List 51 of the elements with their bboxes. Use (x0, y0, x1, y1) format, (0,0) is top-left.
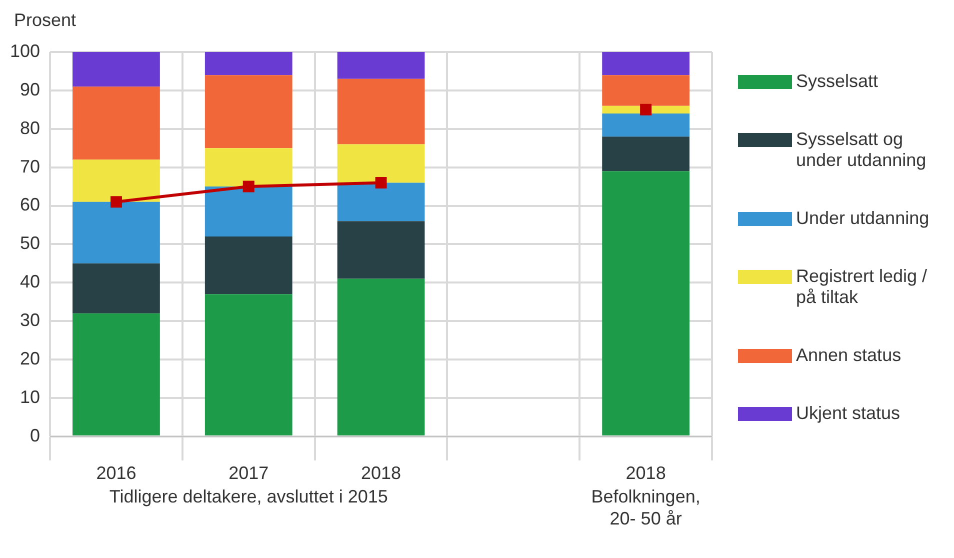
legend-label: Registrert ledig / på tiltak (796, 266, 928, 308)
point (375, 176, 387, 188)
bar (72, 52, 160, 87)
legend-label: Sysselsatt (796, 70, 878, 92)
bar (602, 75, 690, 106)
bar (602, 136, 690, 172)
bar (204, 294, 292, 436)
y-tick-label: 20 (20, 348, 40, 368)
y-tick-label: 30 (20, 310, 40, 330)
bar (204, 52, 292, 76)
legend-label: Annen status (796, 344, 902, 366)
bar (337, 78, 425, 144)
bar (72, 263, 160, 314)
y-tick-label: 60 (20, 194, 40, 215)
x-tick-label: 2018 (360, 463, 402, 484)
y-tick-label: 10 (20, 386, 40, 407)
bar (337, 278, 425, 436)
bar (204, 236, 292, 294)
y-tick-label: 40 (20, 272, 40, 292)
bar (204, 148, 292, 187)
bar (602, 114, 690, 137)
bar (602, 52, 690, 76)
point (640, 104, 652, 116)
y-tick-label: 100 (10, 40, 40, 61)
bar (602, 171, 690, 436)
text: Befolkningen, 20- 50 år (591, 486, 700, 528)
x-tick-label: 2018 (626, 463, 666, 484)
bar (72, 86, 160, 160)
bar (72, 160, 160, 202)
legend-label: Sysselsatt og under utdanning (796, 128, 928, 170)
text: Tidligere deltakere, avsluttet i 2015 (109, 486, 388, 506)
y-tick-label: 0 (30, 425, 40, 446)
legend-label: Under utdanning (796, 208, 930, 228)
y-tick-label: 90 (20, 79, 40, 100)
bar (72, 313, 160, 436)
y-axis-title: Prosent (14, 10, 76, 31)
bar (337, 182, 425, 222)
point (242, 180, 254, 192)
bar (337, 52, 425, 79)
point (110, 196, 122, 208)
y-tick-label: 70 (20, 156, 40, 176)
y-tick-label: 50 (20, 233, 40, 254)
legend-label: Ukjent status (796, 402, 900, 424)
bar (204, 75, 292, 148)
y-tick-label: 80 (20, 118, 40, 138)
x-tick-label: 2017 (228, 463, 269, 484)
bar (204, 186, 292, 237)
bar (337, 221, 425, 279)
bar (337, 144, 425, 183)
bar (72, 202, 160, 264)
x-tick-label: 2016 (96, 463, 136, 484)
